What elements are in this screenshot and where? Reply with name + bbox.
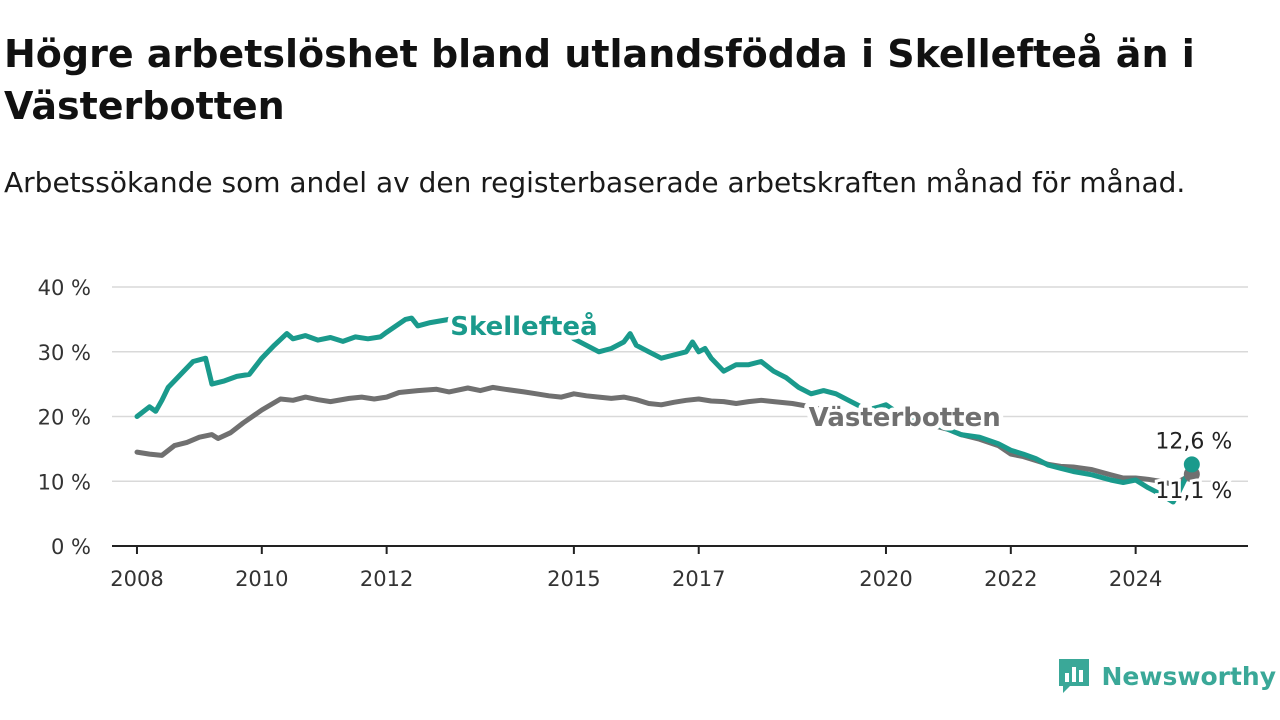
y-tick-label: 40 % <box>38 276 91 300</box>
end-markers: 12,6 % 11,1 % <box>1152 426 1235 507</box>
grid-lines <box>112 286 1248 482</box>
x-tick-label: 2008 <box>110 567 163 591</box>
x-tick-label: 2012 <box>360 567 413 591</box>
series-label: Skellefteå <box>450 310 597 342</box>
y-tick-label: 0 % <box>51 535 91 559</box>
brand-name: Newsworthy <box>1101 661 1277 691</box>
brand-logo: Newsworthy <box>1056 656 1277 696</box>
y-tick-label: 30 % <box>38 341 91 365</box>
end-value-label: 12,6 % <box>1155 429 1232 454</box>
y-tick-label: 10 % <box>38 470 91 494</box>
x-tick-label: 2022 <box>984 567 1037 591</box>
end-marker <box>1183 456 1200 473</box>
x-tick-label: 2010 <box>235 567 288 591</box>
y-axis: 0 % 10 % 20 % 30 % 40 % <box>38 276 91 559</box>
end-value-label: 11,1 % <box>1155 479 1232 504</box>
x-tick-label: 2024 <box>1109 567 1162 591</box>
x-tick-label: 2015 <box>547 567 600 591</box>
bar-chart-speech-bubble-icon <box>1058 659 1089 693</box>
chart-subtitle: Arbetssökande som andel av den registerb… <box>4 166 1186 199</box>
y-tick-label: 20 % <box>38 406 91 430</box>
chart-title: Högre arbetslöshet bland utlandsfödda i … <box>4 32 1195 128</box>
series-labels: Skellefteå Västerbotten <box>446 305 1005 437</box>
x-tick-label: 2020 <box>859 567 912 591</box>
series-line-v-sterbotten <box>134 384 1195 487</box>
series-line-skellefte- <box>134 315 1195 505</box>
x-tick-label: 2017 <box>672 567 725 591</box>
series-lines <box>134 315 1195 505</box>
x-axis: 2008 2010 2012 2015 2017 2020 2022 2024 <box>110 545 1248 591</box>
series-label: Västerbotten <box>809 403 1001 433</box>
